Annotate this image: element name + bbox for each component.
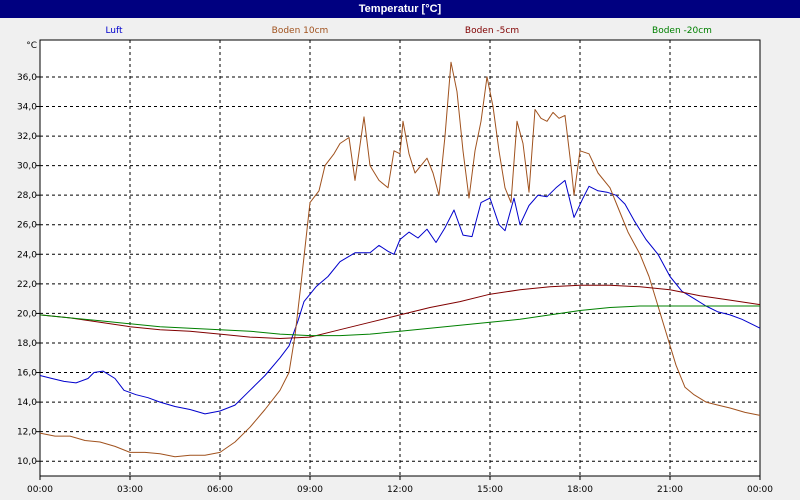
chart-title: Temperatur [°C]	[0, 0, 800, 18]
x-tick-time: 18:00	[567, 485, 593, 495]
x-tick-time: 03:00	[117, 485, 143, 495]
y-tick-label: 24,0	[17, 250, 37, 260]
legend: Luft Boden 10cm Boden -5cm Boden -20cm	[105, 26, 712, 36]
y-tick-label: 22,0	[17, 280, 37, 290]
x-tick-time: 00:00	[747, 485, 773, 495]
legend-entry-1: Luft	[105, 26, 123, 36]
x-tick-time: 09:00	[297, 485, 323, 495]
y-tick-label: 16,0	[17, 369, 37, 379]
y-tick-label: 26,0	[17, 221, 37, 231]
y-tick-label: 36,0	[17, 73, 37, 83]
series-line-1	[39, 179, 761, 415]
temperature-chart: 10,0 12,0 14,0 16,0 18,0 20,0 22,0 24,0 26,0 28,0…	[17, 26, 773, 495]
x-tick-time: 21:00	[657, 485, 683, 495]
y-tick-label: 28,0	[17, 191, 37, 201]
series-line-2	[39, 61, 761, 458]
y-tick-label: 34,0	[17, 103, 37, 113]
series-line-4	[39, 305, 760, 337]
grid-lines	[40, 40, 760, 476]
x-tick-time: 06:00	[207, 485, 233, 495]
x-tick-time: 00:00	[27, 485, 53, 495]
legend-entry-4: Boden -20cm	[652, 26, 712, 36]
y-tick-label: 32,0	[17, 132, 37, 142]
axes: 10,0 12,0 14,0 16,0 18,0 20,0 22,0 24,0 26,0 28,0…	[17, 41, 773, 495]
legend-entry-3: Boden -5cm	[465, 26, 519, 36]
y-tick-label: 14,0	[17, 398, 37, 408]
y-tick-label: 20,0	[17, 309, 37, 319]
y-tick-label: 30,0	[17, 162, 37, 172]
series-lines	[39, 61, 761, 458]
y-tick-label: 12,0	[17, 428, 37, 438]
x-tick-time: 15:00	[477, 485, 503, 495]
y-tick-label: 18,0	[17, 339, 37, 349]
y-tick-label: 10,0	[17, 457, 37, 467]
legend-entry-2: Boden 10cm	[272, 26, 329, 36]
x-tick-time: 12:00	[387, 485, 413, 495]
series-line-3	[39, 284, 761, 339]
y-axis-unit: °C	[26, 41, 37, 51]
